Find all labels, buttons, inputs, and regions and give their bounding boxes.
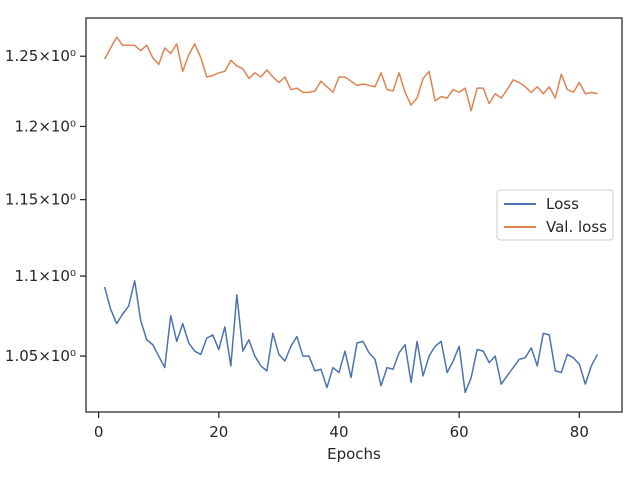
legend-label-loss: Loss <box>546 195 579 213</box>
legend-label-val-loss: Val. loss <box>546 218 607 236</box>
y-tick-label: 1.05×10⁰ <box>5 347 76 365</box>
x-tick-label: 80 <box>570 423 589 441</box>
x-axis: 0 20 40 60 80 <box>94 412 589 441</box>
x-tick-label: 60 <box>450 423 469 441</box>
y-axis: 1.05×10⁰ 1.1×10⁰ 1.15×10⁰ 1.2×10⁰ 1.25×10⁰ <box>5 47 86 365</box>
x-tick-label: 20 <box>209 423 228 441</box>
series-line-val-loss <box>103 36 598 112</box>
y-tick-label: 1.25×10⁰ <box>5 47 76 65</box>
series-layer <box>103 36 599 394</box>
y-tick-label: 1.15×10⁰ <box>5 191 76 209</box>
legend: Loss Val. loss <box>496 189 614 241</box>
x-tick-label: 0 <box>94 423 104 441</box>
y-tick-label: 1.2×10⁰ <box>14 117 76 135</box>
plot-frame <box>85 17 623 413</box>
x-tick-label: 40 <box>329 423 348 441</box>
y-tick-label: 1.1×10⁰ <box>14 267 76 285</box>
x-axis-label: Epochs <box>327 445 381 463</box>
series-line-loss <box>103 280 599 394</box>
